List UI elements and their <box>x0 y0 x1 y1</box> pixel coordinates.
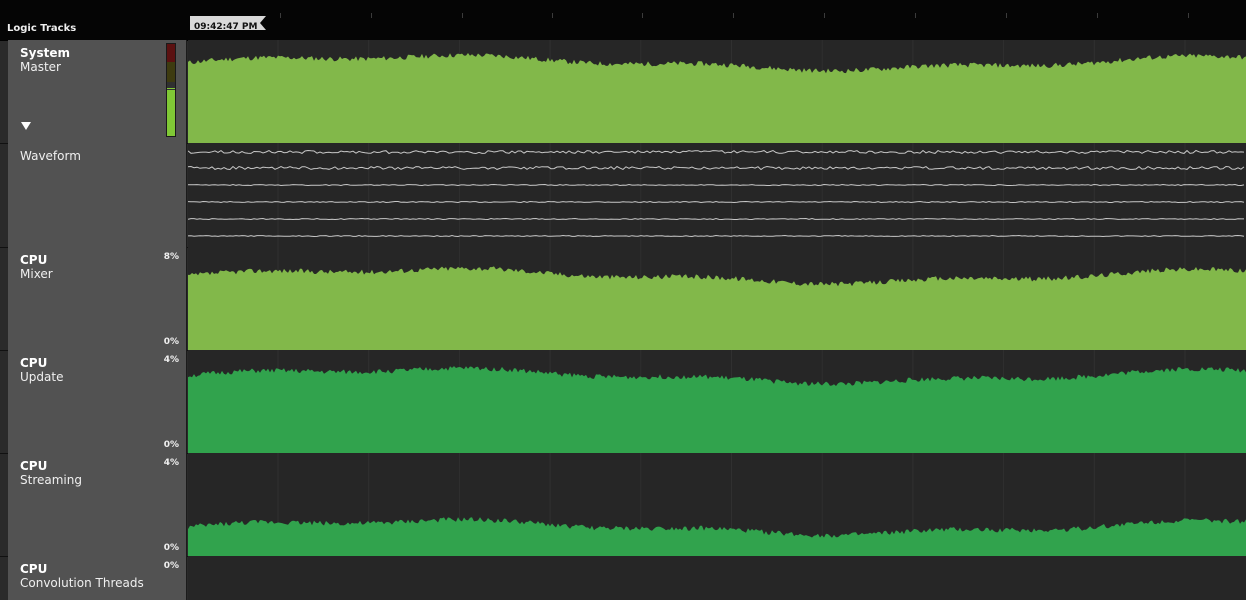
track-subtitle: Waveform <box>20 149 81 163</box>
track-subtitle: Update <box>20 370 64 384</box>
area-series <box>188 366 1246 453</box>
waveform-channel <box>188 234 1245 238</box>
track-cpu-convolution[interactable]: CPU Convolution Threads 0% <box>0 556 1246 600</box>
waveform-channel <box>188 200 1245 204</box>
area-series <box>188 517 1246 556</box>
scale-min-label: 0% <box>163 543 179 553</box>
track-title: CPU <box>20 356 48 370</box>
header-label: Logic Tracks <box>7 23 77 34</box>
track-waveform[interactable]: Waveform <box>0 143 1246 248</box>
master-area-graph <box>188 40 1246 143</box>
waveform-channel <box>188 149 1245 155</box>
ruler-ticks <box>190 13 1246 18</box>
waveform-channel <box>188 165 1245 171</box>
area-series <box>188 53 1246 143</box>
playhead-time: 09:42:47 PM <box>194 22 258 32</box>
track-header[interactable]: CPU Update 4% 0% <box>8 350 187 453</box>
track-cpu-streaming[interactable]: CPU Streaming 4% 0% <box>0 453 1246 557</box>
track-subtitle: Streaming <box>20 473 82 487</box>
triangle-down-icon[interactable] <box>21 122 31 130</box>
track-header[interactable]: CPU Mixer 8% 0% <box>8 247 187 350</box>
track-subtitle: Mixer <box>20 267 53 281</box>
track-title: System <box>20 46 70 60</box>
track-title: CPU <box>20 459 48 473</box>
track-header[interactable]: CPU Convolution Threads 0% <box>8 556 187 600</box>
scale-min-label: 0% <box>163 440 179 450</box>
streaming-area-graph <box>188 453 1246 556</box>
track-lane[interactable] <box>188 143 1246 247</box>
waveform-channel <box>188 183 1245 187</box>
track-subtitle: Convolution Threads <box>20 576 144 590</box>
scale-max-label: 0% <box>163 561 179 571</box>
waveform-graph <box>188 143 1245 247</box>
scale-max-label: 4% <box>163 458 179 468</box>
scale-max-label: 8% <box>163 252 179 262</box>
track-title: CPU <box>20 562 48 576</box>
waveform-channel <box>188 217 1244 221</box>
track-title: CPU <box>20 253 48 267</box>
update-area-graph <box>188 350 1246 453</box>
track-lane[interactable] <box>188 350 1246 453</box>
scale-max-label: 4% <box>163 355 179 365</box>
playhead-marker[interactable]: 09:42:47 PM <box>190 16 266 38</box>
mixer-area-graph <box>188 247 1246 350</box>
scale-min-label: 0% <box>163 337 179 347</box>
area-series <box>188 266 1246 350</box>
track-cpu-update[interactable]: CPU Update 4% 0% <box>0 350 1246 454</box>
track-subtitle: Master <box>20 60 61 74</box>
track-header[interactable]: CPU Streaming 4% 0% <box>8 453 187 556</box>
track-header[interactable]: System Master <box>8 40 187 143</box>
track-system-master[interactable]: System Master <box>0 40 1246 144</box>
master-level-meter <box>166 43 176 137</box>
meter-fill <box>167 90 175 136</box>
track-lane[interactable] <box>188 556 1246 600</box>
track-cpu-mixer[interactable]: CPU Mixer 8% 0% <box>0 247 1246 351</box>
track-header[interactable]: Waveform <box>8 143 187 247</box>
track-lane[interactable] <box>188 453 1246 556</box>
track-lane[interactable] <box>188 247 1246 350</box>
timeline-header: Logic Tracks 09:42:47 PM <box>0 0 1246 41</box>
playhead-flag-icon <box>190 16 266 30</box>
track-lane[interactable] <box>188 40 1246 143</box>
